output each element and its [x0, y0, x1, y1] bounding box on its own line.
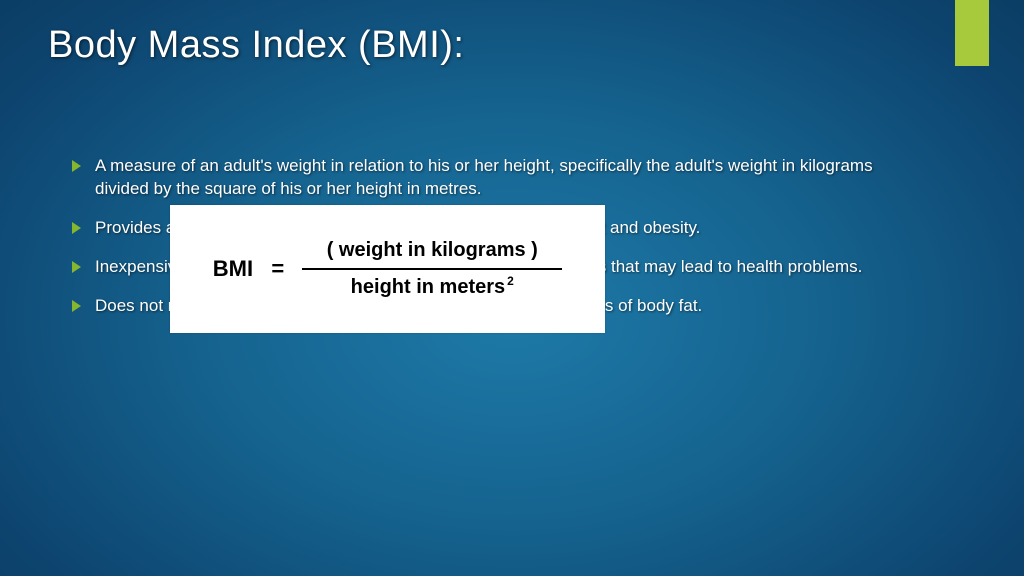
fraction-denominator: height in meters2	[351, 276, 514, 299]
denom-base: height in meters	[351, 276, 505, 298]
bullet-icon	[72, 222, 81, 234]
bullet-icon	[72, 300, 81, 312]
bullet-text: A measure of an adult's weight in relati…	[95, 155, 892, 201]
fraction-line	[302, 268, 562, 270]
list-item: A measure of an adult's weight in relati…	[72, 155, 892, 201]
formula: BMI = ( weight in kilograms ) height in …	[213, 239, 563, 299]
formula-lhs-text: BMI	[213, 256, 253, 281]
equals-sign: =	[271, 256, 284, 281]
formula-rhs: ( weight in kilograms ) height in meters…	[302, 239, 562, 299]
denom-exponent: 2	[507, 274, 514, 288]
formula-lhs: BMI =	[213, 256, 285, 282]
slide-title: Body Mass Index (BMI):	[48, 24, 464, 67]
bullet-icon	[72, 261, 81, 273]
fraction-numerator: ( weight in kilograms )	[327, 239, 538, 262]
bullet-icon	[72, 160, 81, 172]
formula-image: BMI = ( weight in kilograms ) height in …	[170, 205, 605, 333]
accent-bar	[955, 0, 989, 66]
slide: Body Mass Index (BMI): A measure of an a…	[0, 0, 1024, 576]
